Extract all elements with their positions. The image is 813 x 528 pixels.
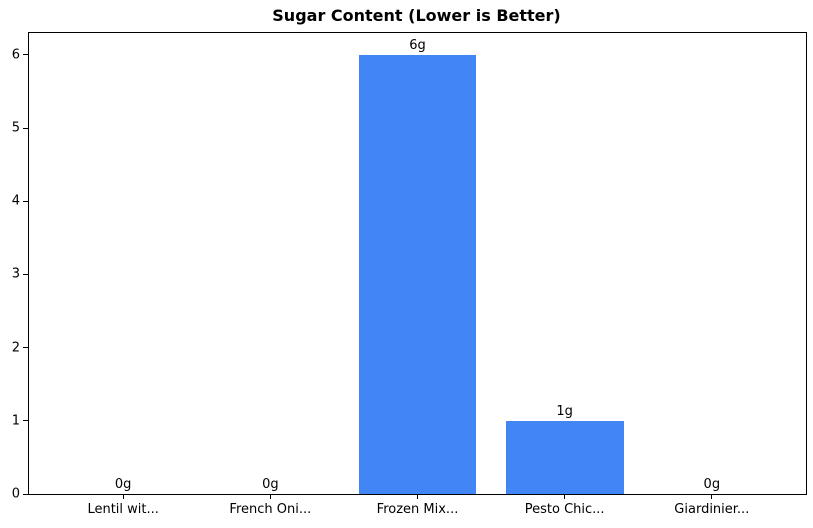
y-tick-label: 3 bbox=[11, 266, 20, 282]
y-tick-label: 5 bbox=[11, 120, 20, 136]
bar-value-label: 0g bbox=[262, 477, 279, 492]
bar-value-label: 0g bbox=[114, 477, 132, 492]
y-tick-mark bbox=[23, 200, 29, 202]
x-tick-mark bbox=[564, 494, 566, 499]
bar-value-label: 1g bbox=[556, 403, 573, 419]
x-tick-mark bbox=[417, 494, 418, 499]
y-tick-label: 1 bbox=[11, 413, 20, 429]
plot-area: 0 1 2 3 4 5 6 0g Lentil wit... 0g French Oni... 6g F… bbox=[12, 32, 807, 517]
chart-title: Sugar Content (Lower is Better) bbox=[272, 6, 561, 25]
x-tick-label: Giardinier... bbox=[674, 502, 750, 517]
x-tick-label: Pesto Chic... bbox=[524, 502, 605, 517]
x-tick-label: Lentil wit... bbox=[87, 502, 159, 517]
y-tick-label: 2 bbox=[11, 340, 20, 356]
y-tick-label: 4 bbox=[11, 193, 20, 209]
y-tick-label: 0 bbox=[11, 486, 20, 502]
y-tick-mark bbox=[23, 347, 29, 349]
bar-value-label: 0g bbox=[703, 477, 721, 492]
y-tick-mark bbox=[23, 420, 29, 422]
x-tick-mark bbox=[711, 494, 713, 499]
y-tick-mark bbox=[23, 493, 29, 495]
y-tick-mark bbox=[23, 127, 29, 129]
x-tick-mark bbox=[122, 494, 124, 499]
bar-4 bbox=[505, 420, 624, 494]
x-tick-label: Frozen Mix... bbox=[376, 502, 459, 517]
y-tick-label: 6 bbox=[11, 47, 20, 63]
y-tick-mark bbox=[23, 54, 29, 56]
bar-value-label: 6g bbox=[409, 37, 426, 53]
y-tick-mark bbox=[23, 273, 29, 275]
x-tick-label: French Oni... bbox=[229, 502, 312, 517]
x-tick-mark bbox=[269, 494, 271, 499]
bar-3 bbox=[358, 54, 477, 494]
